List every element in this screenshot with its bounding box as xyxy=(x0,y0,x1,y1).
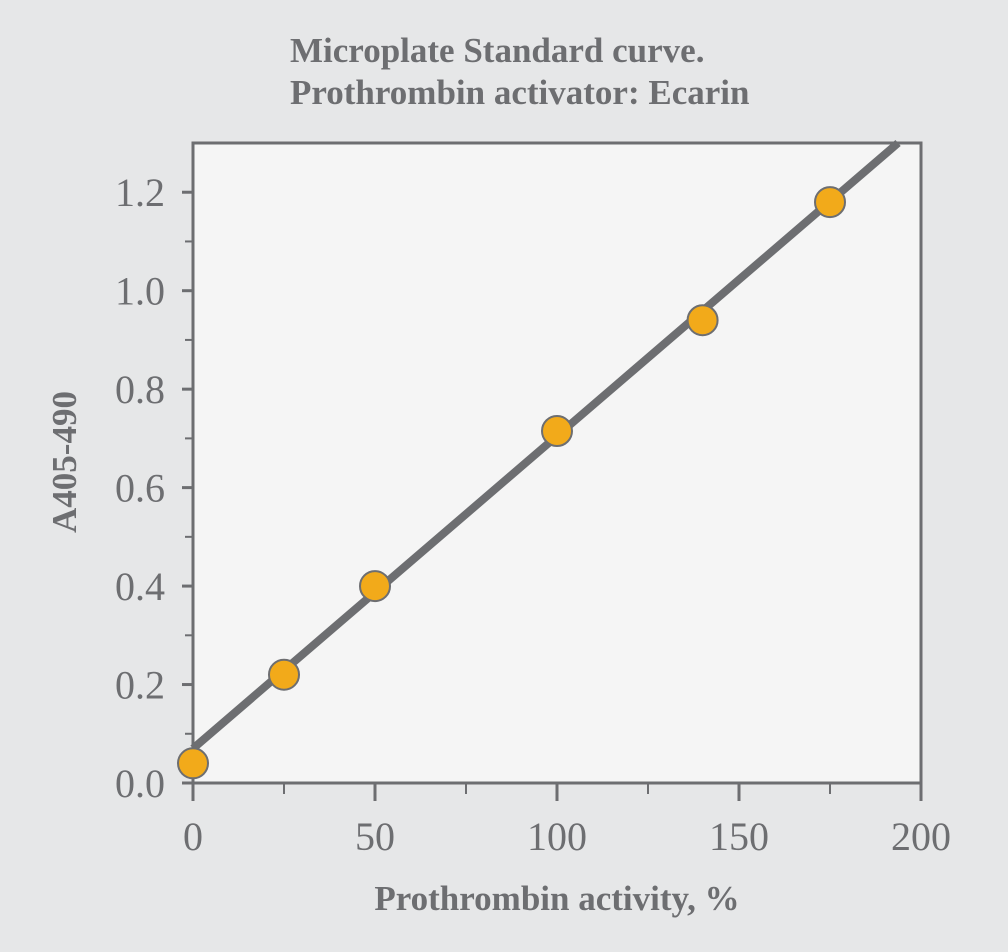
data-point xyxy=(177,747,209,780)
data-points xyxy=(177,186,846,780)
y-tick-label: 0.2 xyxy=(115,663,165,708)
x-tick-label: 200 xyxy=(891,814,951,859)
plot-area xyxy=(191,141,923,785)
x-tick-label: 0 xyxy=(183,814,203,859)
chart-title-line-2: Prothrombin activator: Ecarin xyxy=(290,73,749,112)
x-tick-label: 100 xyxy=(527,814,587,859)
y-tick-label: 1.0 xyxy=(115,269,165,314)
data-point xyxy=(359,570,391,603)
x-tick-label: 150 xyxy=(709,814,769,859)
y-axis-label: A405-490 xyxy=(45,391,84,533)
x-tick-label: 50 xyxy=(355,814,395,859)
x-axis-label: Prothrombin activity, % xyxy=(374,879,739,918)
y-tick-label: 0.6 xyxy=(115,466,165,511)
y-tick-label: 0.8 xyxy=(115,367,165,412)
y-tick-label: 0.0 xyxy=(115,761,165,806)
chart-title-line-1: Microplate Standard curve. xyxy=(290,31,704,70)
data-point xyxy=(268,658,300,691)
fit-line-group xyxy=(190,139,901,752)
y-axis: 0.0 0.2 0.4 0.6 0.8 1.0 1.2 xyxy=(115,170,193,806)
data-point xyxy=(541,415,573,447)
fit-line xyxy=(190,139,901,752)
y-tick-label: 0.4 xyxy=(115,564,165,609)
y-tick-label: 1.2 xyxy=(115,170,165,215)
data-point xyxy=(814,186,846,219)
x-axis: 0 50 100 150 200 xyxy=(183,783,951,859)
data-point xyxy=(686,304,719,337)
